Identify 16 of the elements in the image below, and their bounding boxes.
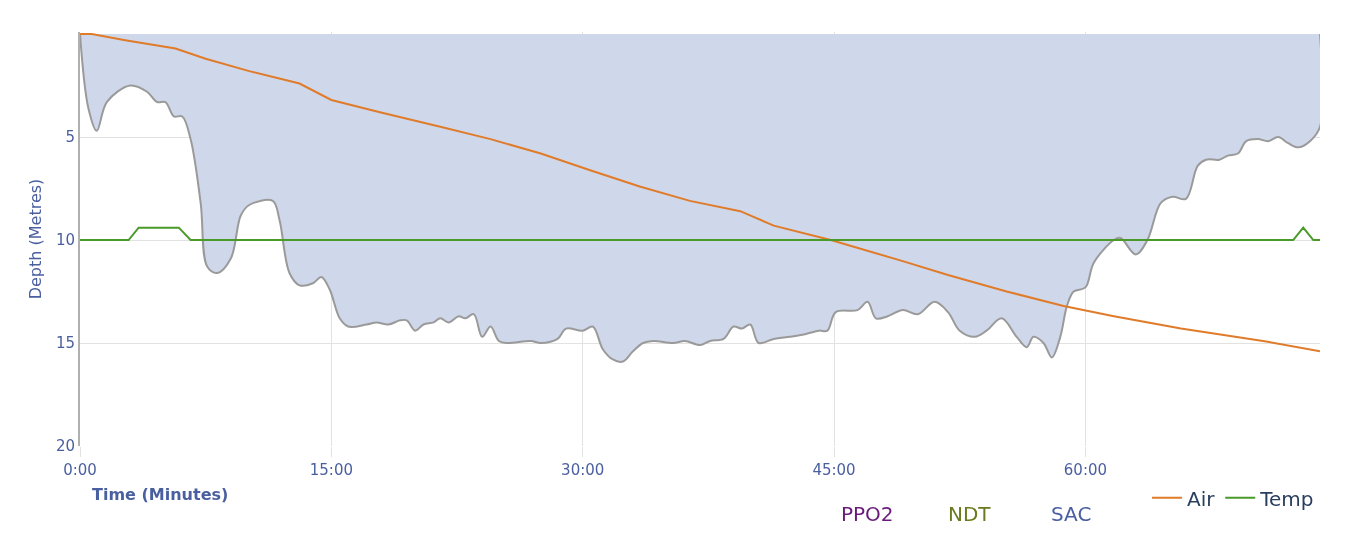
y-tick-label: 10 xyxy=(55,231,75,250)
x-tick-label: 30:00 xyxy=(561,461,605,479)
x-tick-label: 0:00 xyxy=(63,461,97,479)
text: PPO2 xyxy=(841,502,894,526)
x-tick-label: 60:00 xyxy=(1063,461,1108,479)
y-tick-label: 20 xyxy=(55,437,75,456)
x-axis-title: Time (Minutes) xyxy=(92,485,229,504)
y-tick-label: 15 xyxy=(55,334,75,353)
text: SAC xyxy=(1051,502,1092,526)
text: NDT xyxy=(948,502,992,526)
x-tick-label: 45:00 xyxy=(812,461,856,479)
y-tick-label: 5 xyxy=(65,128,75,147)
x-tick-label: 15:00 xyxy=(309,461,353,479)
legend-label: Temp xyxy=(1259,486,1314,511)
legend-label: Air xyxy=(1187,486,1216,511)
y-axis-title: Depth (Metres) xyxy=(26,178,46,300)
